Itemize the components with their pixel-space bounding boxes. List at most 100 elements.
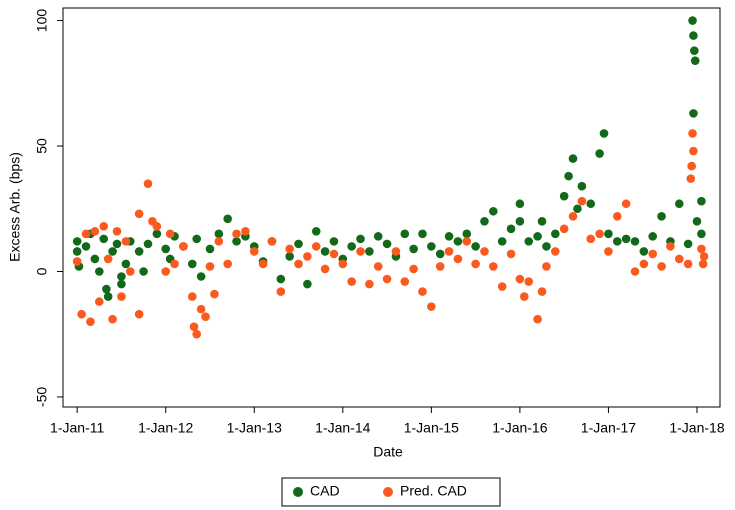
point <box>489 262 498 271</box>
point <box>537 287 547 296</box>
x-tick-label: 1-Jan-12 <box>138 420 193 436</box>
point <box>630 267 640 276</box>
x-tick-label: 1-Jan-15 <box>404 420 459 436</box>
point <box>103 254 113 264</box>
point <box>152 222 162 231</box>
point <box>187 292 197 301</box>
point <box>356 234 365 244</box>
point <box>121 259 131 269</box>
point <box>72 237 82 246</box>
point <box>409 264 418 274</box>
point <box>356 247 365 256</box>
point <box>329 237 339 246</box>
point <box>103 292 113 301</box>
point <box>688 129 697 138</box>
point <box>189 322 199 331</box>
point <box>689 146 698 156</box>
point <box>435 249 445 259</box>
point <box>365 279 374 289</box>
point <box>497 282 507 291</box>
y-tick-label: 100 <box>34 9 50 33</box>
point <box>179 242 188 251</box>
point <box>192 329 202 339</box>
x-tick-label: 1-Jan-16 <box>492 420 547 436</box>
point <box>267 237 277 246</box>
point <box>139 267 148 276</box>
point <box>462 229 472 239</box>
legend-box <box>281 477 501 507</box>
legend-label: CAD <box>310 483 340 499</box>
legend-label: Pred. CAD <box>400 483 467 499</box>
point <box>276 274 286 284</box>
point <box>471 259 480 269</box>
x-tick-label: 1-Jan-17 <box>581 420 636 436</box>
point <box>382 239 392 249</box>
y-axis-label: Excess Arb. (bps) <box>7 152 23 262</box>
point <box>559 224 569 234</box>
point <box>161 267 171 276</box>
point <box>205 244 215 254</box>
point <box>506 224 516 234</box>
point <box>453 254 463 264</box>
point <box>249 247 259 256</box>
point <box>311 227 321 236</box>
point <box>134 247 144 256</box>
point <box>117 292 126 301</box>
point <box>559 191 569 201</box>
point <box>533 232 542 241</box>
point <box>674 254 684 264</box>
point <box>382 274 392 284</box>
point <box>489 206 498 216</box>
point <box>573 204 582 214</box>
point <box>294 259 303 269</box>
point <box>210 289 219 299</box>
point <box>697 196 706 206</box>
x-axis-label: Date <box>373 444 403 460</box>
point <box>391 247 401 256</box>
point <box>586 234 596 244</box>
point <box>595 149 604 158</box>
point <box>577 196 587 206</box>
point <box>506 249 516 259</box>
point <box>90 254 100 264</box>
point <box>586 199 596 209</box>
point <box>276 287 286 296</box>
point <box>329 249 339 259</box>
point <box>99 234 109 244</box>
point <box>108 314 117 324</box>
point <box>690 46 699 55</box>
point <box>400 277 410 286</box>
point <box>285 252 294 261</box>
point <box>564 171 573 181</box>
point <box>170 259 179 269</box>
point <box>152 229 162 239</box>
point <box>524 237 534 246</box>
point <box>214 237 224 246</box>
point <box>444 247 454 256</box>
point <box>365 247 374 256</box>
point <box>657 211 666 221</box>
point <box>112 239 122 249</box>
point <box>697 244 706 254</box>
point <box>117 279 126 289</box>
point <box>108 247 117 256</box>
x-tick-label: 1-Jan-18 <box>669 420 724 436</box>
point <box>294 239 303 249</box>
point <box>612 237 622 246</box>
point <box>112 227 122 236</box>
plot-frame <box>62 7 721 408</box>
point <box>373 232 383 241</box>
point <box>604 229 613 239</box>
point <box>95 297 104 306</box>
point <box>568 154 578 163</box>
point <box>232 237 241 246</box>
point <box>689 109 698 118</box>
point <box>683 239 693 249</box>
x-tick-label: 1-Jan-14 <box>315 420 370 436</box>
point <box>134 309 144 319</box>
point <box>612 211 622 221</box>
point <box>444 232 454 241</box>
point <box>418 229 427 239</box>
point <box>196 272 206 281</box>
